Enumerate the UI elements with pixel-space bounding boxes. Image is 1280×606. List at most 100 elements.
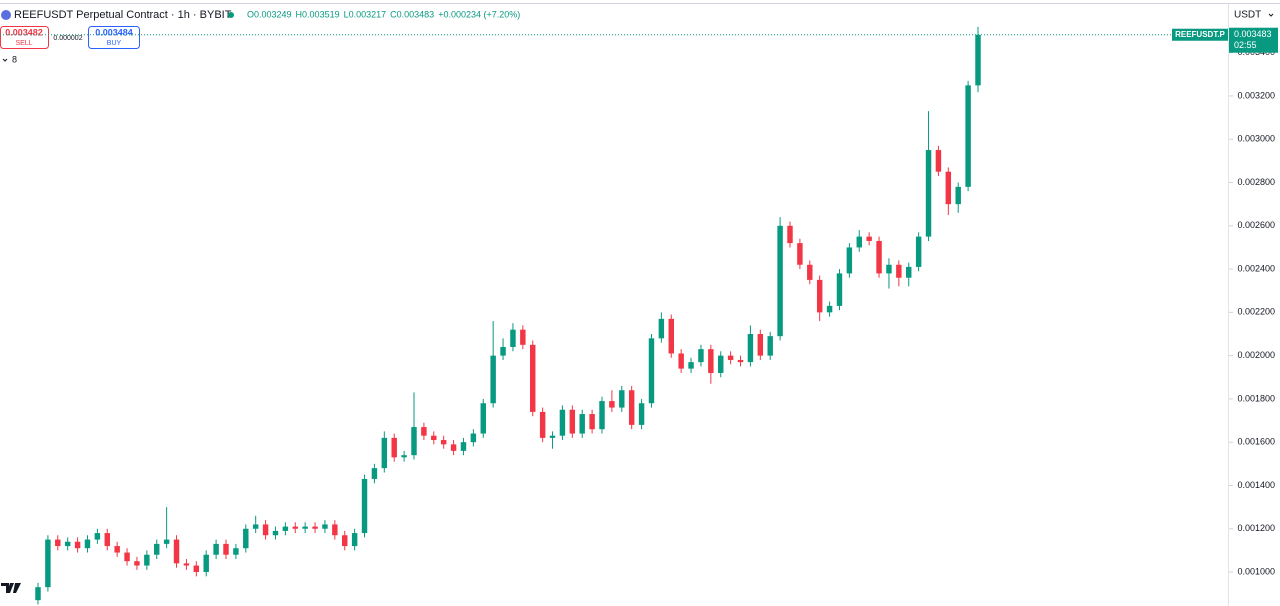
candle-body <box>747 333 754 363</box>
candle-body <box>213 543 219 555</box>
candle-body <box>480 403 486 434</box>
candle-body <box>589 414 595 430</box>
buy-button[interactable] <box>88 26 140 49</box>
candle-body <box>124 552 130 562</box>
symbol-tag-label: REEFUSDT.P <box>1175 30 1225 39</box>
candle-body <box>628 390 635 425</box>
candle-body <box>896 264 902 278</box>
candle-body <box>332 524 338 536</box>
candle-body <box>84 539 91 549</box>
candle-body <box>163 539 170 544</box>
candle-body <box>490 355 496 404</box>
y-tick-label: 0.002400 <box>1237 263 1275 273</box>
last-price-label: 0.003483 <box>1234 29 1272 39</box>
candle-body <box>856 236 862 248</box>
buy-price: 0.003484 <box>95 27 133 37</box>
candle-body <box>94 533 101 540</box>
candle-body <box>955 186 961 205</box>
candle-body <box>906 266 912 278</box>
symbol-title[interactable]: REEFUSDT Perpetual Contract · 1h · BYBIT <box>14 9 232 21</box>
candle-body <box>975 34 981 86</box>
candle-body <box>114 546 120 553</box>
legend-value: C0.003483 <box>390 9 434 19</box>
candle-body <box>104 533 110 547</box>
candle-body <box>55 539 61 547</box>
candle-body <box>223 543 229 555</box>
candle-body <box>144 554 150 566</box>
candle-body <box>846 247 853 274</box>
candle-body <box>282 526 289 531</box>
candle-body <box>351 533 358 547</box>
candle-body <box>886 264 892 274</box>
candle-body <box>609 401 615 408</box>
currency-dropdown[interactable] <box>1229 5 1277 25</box>
candle-body <box>539 411 546 438</box>
candle-body <box>599 401 605 430</box>
candle-body <box>698 349 704 363</box>
candle-body <box>678 353 684 369</box>
candle-body <box>401 455 407 458</box>
candle-body <box>935 150 942 172</box>
sell-price: 0.003482 <box>5 27 43 37</box>
y-tick-label: 0.003200 <box>1237 90 1275 100</box>
candle-body <box>727 355 734 360</box>
candle-body <box>925 150 932 237</box>
candle-body <box>915 236 922 267</box>
candle-body <box>134 561 140 566</box>
candle-body <box>460 442 467 451</box>
sell-button[interactable] <box>0 26 49 49</box>
candle-body <box>243 528 249 549</box>
candle-body <box>816 279 823 313</box>
candle-body <box>569 409 576 434</box>
y-tick-label: 0.001200 <box>1237 523 1275 533</box>
candle-body <box>233 548 239 555</box>
candle-body <box>371 468 378 479</box>
y-tick-label: 0.001400 <box>1237 480 1275 490</box>
candle-body <box>708 349 714 373</box>
legend-value: L0.003217 <box>344 9 387 19</box>
y-tick-label: 0.002600 <box>1237 220 1275 230</box>
candle-body <box>193 565 200 573</box>
candle-body <box>638 403 645 425</box>
candle-body <box>866 236 872 241</box>
buy-label: BUY <box>107 40 122 47</box>
candle-body <box>183 563 190 566</box>
candle-body <box>361 478 368 534</box>
legend-value: H0.003519 <box>296 9 340 19</box>
candle-body <box>272 530 279 536</box>
candle-body <box>648 338 655 404</box>
candle-body <box>767 336 773 356</box>
countdown: 02:55 <box>1234 40 1257 50</box>
indicator-count: 8 <box>12 54 17 64</box>
y-tick-label: 0.002000 <box>1237 350 1275 360</box>
candle-body <box>470 433 477 443</box>
tv-logo <box>1 583 21 593</box>
candle-body <box>668 318 674 354</box>
legend-value: +0.000234 (+7.20%) <box>438 9 520 19</box>
market-status <box>228 12 234 18</box>
candle-body <box>559 409 566 436</box>
ohlc-legend: O0.003249 H0.003519 L0.003217 C0.003483 +0.0… <box>247 9 520 19</box>
candle-body <box>431 435 437 441</box>
candle-body <box>579 414 585 434</box>
candle-body <box>302 526 308 529</box>
candle-body <box>154 543 160 555</box>
candle-body <box>965 85 971 187</box>
dropdown-chevron <box>1268 13 1274 17</box>
candle-body <box>45 539 51 588</box>
indicator-chevron[interactable] <box>2 58 8 62</box>
candle-body <box>64 541 71 547</box>
candle-body <box>173 539 180 564</box>
candle-body <box>826 305 833 313</box>
y-tick-label: 0.001800 <box>1237 393 1275 403</box>
candle-body <box>718 355 724 373</box>
candle-body <box>797 243 803 265</box>
candle-body <box>530 344 536 412</box>
y-tick-label: 0.003000 <box>1237 134 1275 144</box>
candle-body <box>807 264 813 280</box>
plot-area <box>35 26 981 605</box>
y-tick-label: 0.002200 <box>1237 307 1275 317</box>
candle-body <box>292 526 298 529</box>
